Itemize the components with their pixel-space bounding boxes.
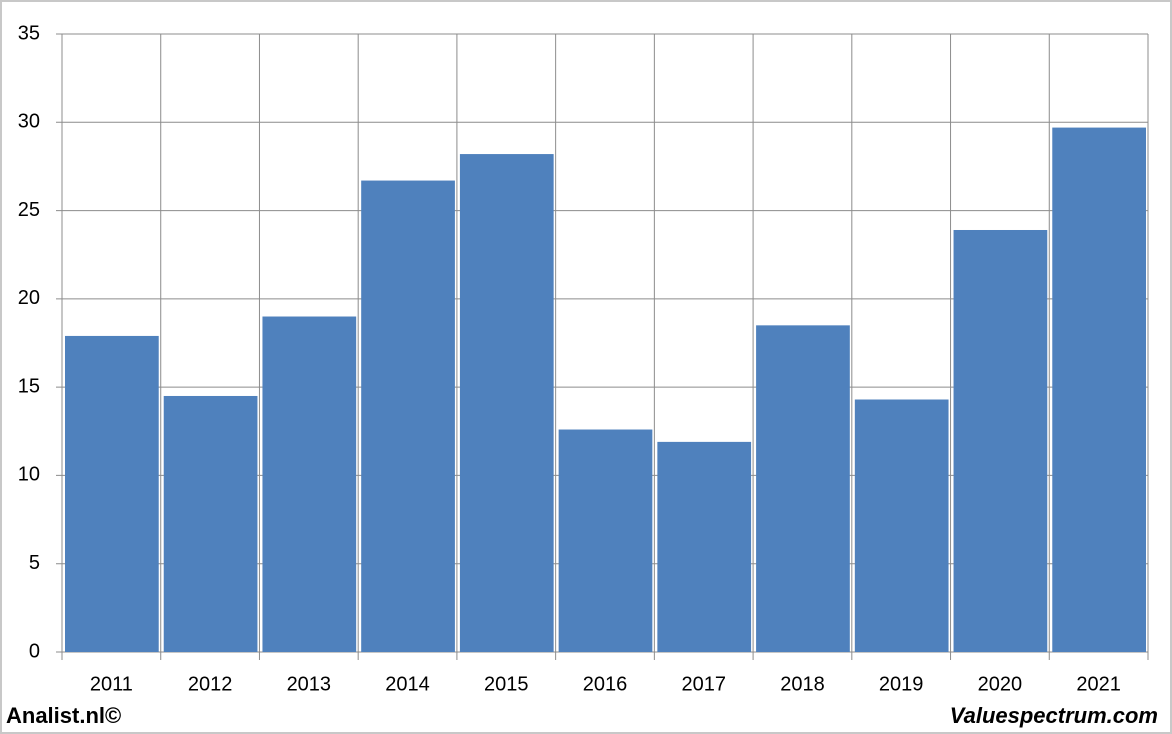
x-tick-label: 2014 [385, 673, 430, 695]
y-tick-label: 20 [18, 287, 40, 309]
y-tick-label: 30 [18, 111, 40, 133]
x-tick-label: 2021 [1076, 673, 1121, 695]
bar [558, 429, 653, 652]
y-tick-label: 5 [29, 552, 40, 574]
y-tick-label: 0 [29, 640, 40, 662]
bar [1052, 127, 1146, 652]
y-tick-label: 25 [18, 199, 40, 221]
bar [361, 180, 455, 652]
x-tick-label: 2016 [583, 673, 628, 695]
y-tick-label: 15 [18, 375, 40, 397]
bar [459, 154, 554, 652]
bar [262, 316, 357, 652]
source-right: Valuespectrum.com [950, 703, 1158, 728]
x-tick-label: 2019 [879, 673, 924, 695]
x-tick-label: 2018 [780, 673, 825, 695]
bar [854, 399, 949, 652]
x-tick-label: 2013 [287, 673, 332, 695]
x-tick-label: 2017 [681, 673, 726, 695]
bar [756, 325, 850, 652]
bar [953, 229, 1048, 652]
source-left: Analist.nl© [6, 703, 121, 728]
y-tick-label: 35 [18, 22, 40, 44]
bar [657, 441, 752, 652]
x-tick-label: 2012 [188, 673, 233, 695]
x-tick-label: 2011 [90, 673, 133, 695]
bar [65, 335, 159, 652]
bar [163, 395, 258, 652]
x-tick-label: 2015 [484, 673, 529, 695]
y-tick-label: 10 [18, 464, 40, 486]
x-tick-label: 2020 [978, 673, 1023, 695]
